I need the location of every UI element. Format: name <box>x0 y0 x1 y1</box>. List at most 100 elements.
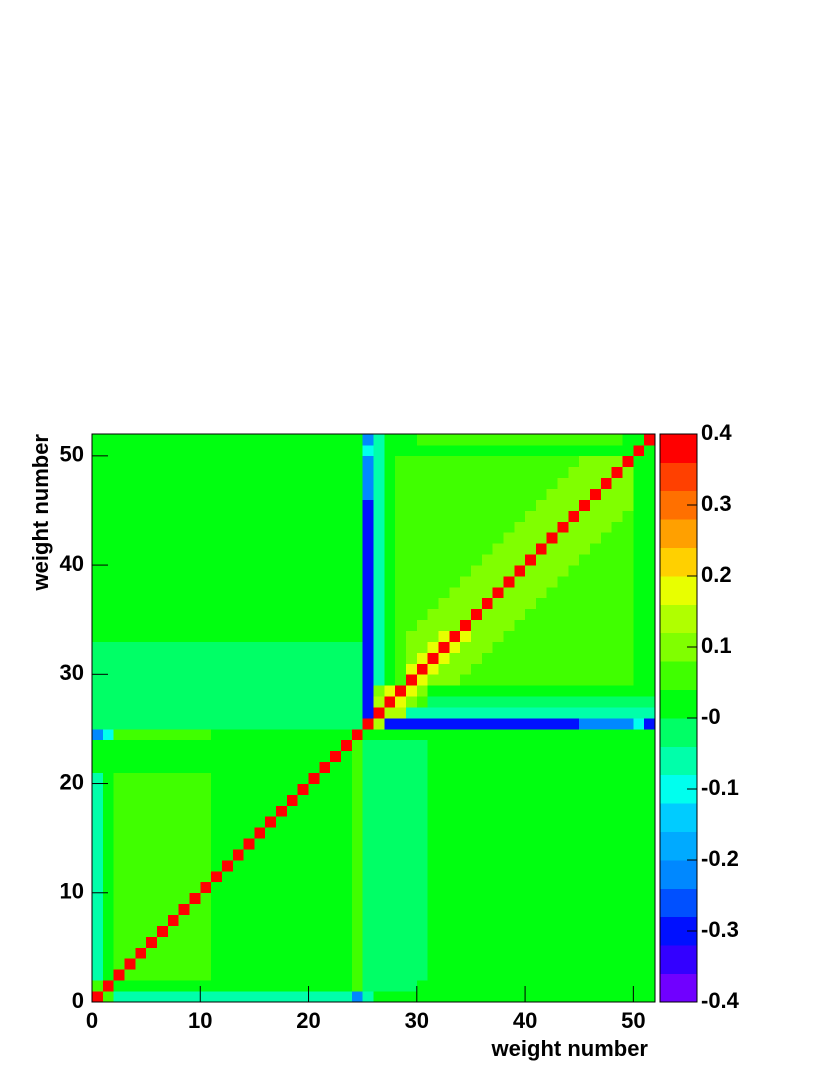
cell <box>644 565 656 577</box>
cell <box>492 586 504 599</box>
cell <box>492 728 504 741</box>
cell <box>470 576 483 588</box>
cell <box>535 521 548 533</box>
cell <box>276 739 288 752</box>
cell <box>427 685 439 697</box>
cell <box>460 477 472 490</box>
cell <box>611 860 623 872</box>
cell <box>525 696 537 708</box>
cell <box>557 914 569 926</box>
cell <box>276 434 288 446</box>
cell <box>200 925 212 937</box>
cell <box>135 772 147 784</box>
cell <box>319 641 331 653</box>
cell <box>644 925 656 937</box>
cell <box>503 434 515 446</box>
cell <box>200 619 212 632</box>
cell <box>146 696 158 708</box>
cell <box>189 521 201 533</box>
cell <box>146 870 158 883</box>
cell <box>633 783 645 795</box>
cell <box>525 466 537 479</box>
cell <box>492 718 504 730</box>
cell <box>470 718 483 730</box>
cell <box>546 455 558 468</box>
cell <box>135 991 147 1003</box>
cell <box>167 499 180 511</box>
cell <box>416 597 429 610</box>
cell <box>535 532 548 544</box>
cell <box>351 488 364 500</box>
cell <box>514 761 526 774</box>
cell <box>644 685 656 697</box>
cell <box>211 532 223 544</box>
cell <box>167 870 180 883</box>
cell <box>221 980 234 992</box>
cell <box>211 641 223 653</box>
cell <box>644 554 656 566</box>
cell <box>200 794 212 806</box>
cell <box>470 870 483 883</box>
cell <box>449 499 461 511</box>
cell <box>503 641 515 653</box>
cell <box>546 608 558 621</box>
cell <box>92 936 104 948</box>
cell <box>405 477 418 490</box>
cell <box>590 543 602 555</box>
cell <box>330 652 342 664</box>
cell <box>535 630 548 642</box>
cell <box>254 674 266 686</box>
cell <box>351 608 364 621</box>
cell <box>503 466 515 479</box>
cell <box>308 969 320 981</box>
cell <box>568 543 580 555</box>
cell <box>525 925 537 937</box>
cell <box>438 860 450 872</box>
cell <box>297 728 309 741</box>
cell <box>470 696 483 708</box>
cell <box>200 543 212 555</box>
cell <box>178 914 190 926</box>
cell <box>189 914 201 926</box>
cell <box>221 892 234 905</box>
cell <box>600 455 613 468</box>
cell <box>156 980 169 992</box>
cell <box>395 696 407 708</box>
cell <box>146 455 158 468</box>
cell <box>644 958 656 970</box>
cell <box>557 652 569 664</box>
cell <box>146 991 158 1003</box>
cell <box>427 903 439 916</box>
cell <box>460 936 472 948</box>
cell <box>243 499 255 511</box>
cell <box>438 499 450 511</box>
cell <box>113 881 125 894</box>
cell <box>546 444 558 457</box>
cell <box>600 783 613 795</box>
cell <box>254 739 266 752</box>
cell <box>611 739 623 752</box>
cell <box>135 947 147 959</box>
cell <box>286 707 299 719</box>
cell <box>254 881 266 894</box>
cell <box>546 499 558 511</box>
cell <box>124 608 136 621</box>
cell <box>254 543 266 555</box>
cell <box>481 849 493 861</box>
cell <box>600 827 613 839</box>
cell <box>319 925 331 937</box>
cell <box>308 466 320 479</box>
cell <box>211 761 223 774</box>
cell <box>92 455 104 468</box>
cell <box>319 444 331 457</box>
cell <box>405 991 418 1003</box>
cell <box>330 499 342 511</box>
cell <box>156 849 169 861</box>
cell <box>319 903 331 916</box>
cell <box>525 936 537 948</box>
cell <box>92 991 104 1003</box>
cell <box>525 838 537 850</box>
cell <box>189 499 201 511</box>
cell <box>297 685 309 697</box>
cell <box>579 870 591 883</box>
